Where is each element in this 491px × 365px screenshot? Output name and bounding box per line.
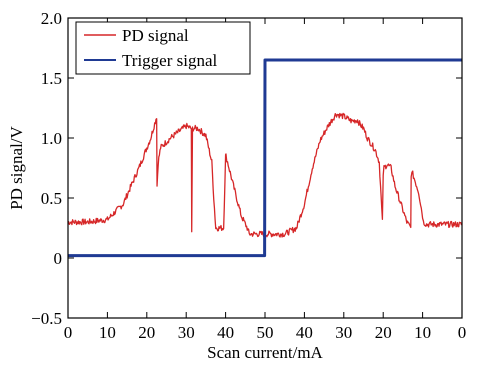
y-axis-label: PD signal/V (7, 125, 26, 209)
x-axis-label: Scan current/mA (207, 343, 323, 362)
legend-entry-pd-signal: PD signal (122, 26, 189, 45)
legend-entry-trigger-signal: Trigger signal (122, 51, 218, 70)
x-tick-label: 30 (178, 323, 195, 342)
x-tick-label: 40 (217, 323, 234, 342)
series-line-trigger-signal (68, 58, 462, 258)
x-tick-label: 10 (414, 323, 431, 342)
x-tick-label: 20 (138, 323, 155, 342)
x-tick-label: 20 (375, 323, 392, 342)
y-tick-label: 1.0 (41, 129, 62, 148)
axis-ticks: 0 10 20 30 40 50 40 30 20 10 0−0.500.51.01.52.0 (31, 9, 466, 342)
x-tick-label: 10 (99, 323, 116, 342)
y-tick-label: −0.5 (31, 309, 62, 328)
x-tick-label: 30 (335, 323, 352, 342)
x-tick-label: 50 (257, 323, 274, 342)
legend-box (75, 21, 251, 75)
x-tick-label: 0 (64, 323, 73, 342)
legend: PD signal Trigger signal (75, 21, 251, 75)
plot-lines (67, 58, 463, 258)
x-tick-label: 0 (458, 323, 467, 342)
y-tick-label: 0.5 (41, 189, 62, 208)
y-tick-label: 1.5 (41, 69, 62, 88)
y-tick-label: 0 (54, 249, 63, 268)
y-tick-label: 2.0 (41, 9, 62, 28)
x-tick-label: 40 (296, 323, 313, 342)
